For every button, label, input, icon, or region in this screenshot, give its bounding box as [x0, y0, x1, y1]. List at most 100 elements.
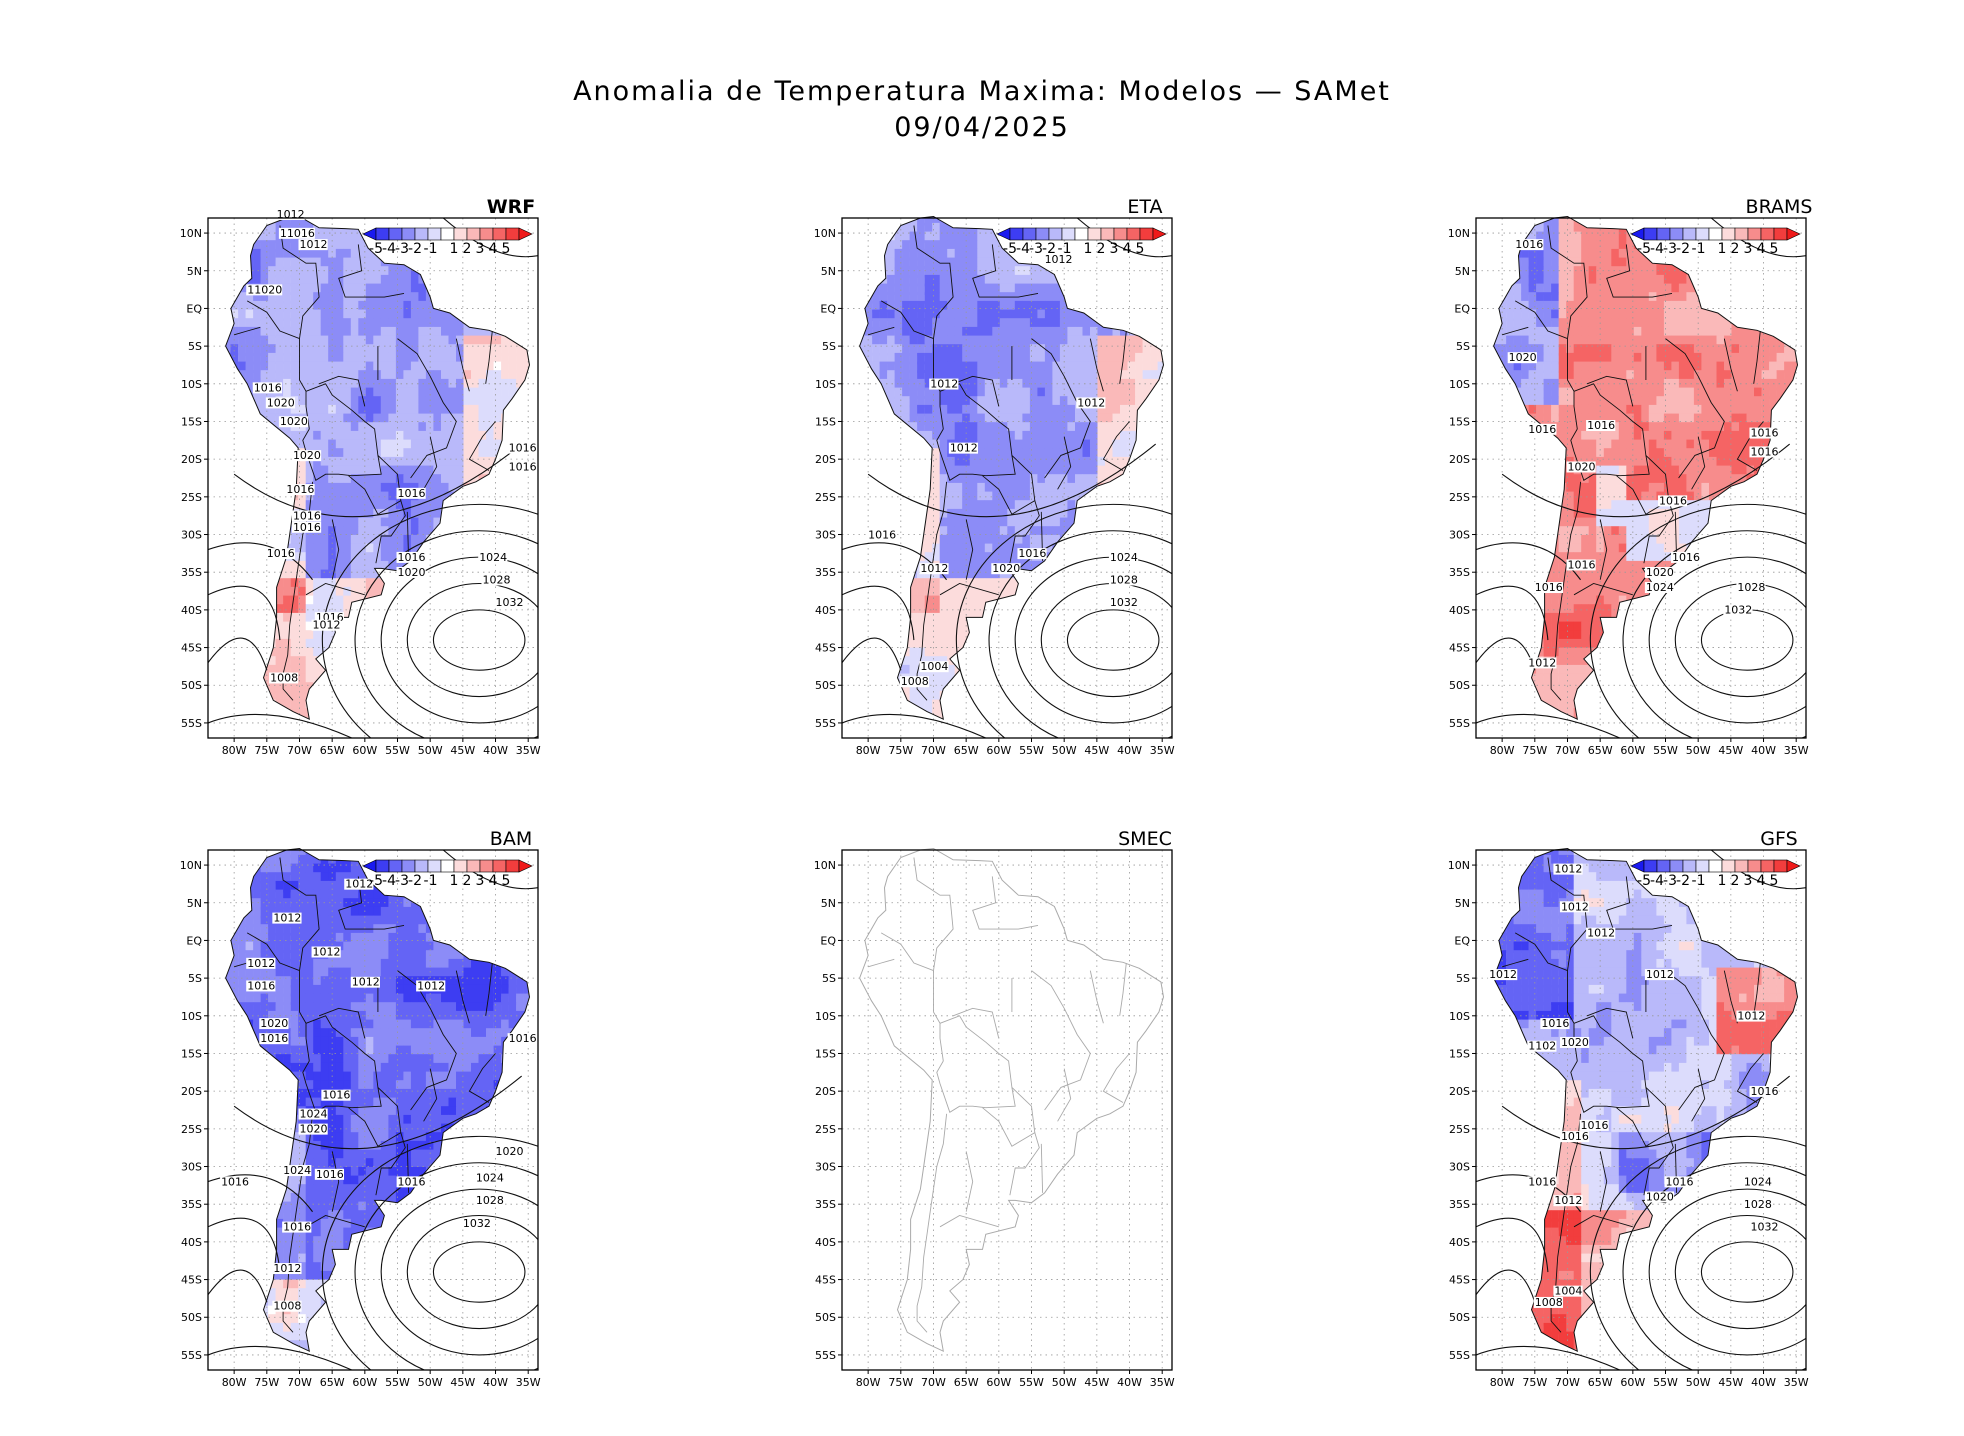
anomaly-cell [1044, 586, 1053, 599]
anomaly-cell [313, 638, 321, 651]
anomaly-cell [850, 622, 858, 633]
anomaly-cell [493, 699, 502, 711]
anomaly-cell [1022, 344, 1031, 356]
anomaly-cell [463, 292, 472, 304]
anomaly-cell [932, 231, 940, 243]
anomaly-cell [253, 430, 261, 443]
anomaly-cell [1075, 309, 1083, 321]
anomaly-cell [932, 300, 940, 313]
anomaly-cell [425, 508, 434, 521]
anomaly-cell [388, 543, 397, 555]
anomaly-cell [373, 378, 382, 391]
anomaly-cell [388, 361, 397, 373]
anomaly-cell [260, 448, 269, 460]
anomaly-cell [962, 508, 970, 521]
anomaly-cell [887, 500, 895, 512]
anomaly-cell [305, 604, 314, 616]
anomaly-cell [230, 413, 239, 425]
anomaly-cell [1150, 326, 1158, 339]
anomaly-cell [350, 500, 359, 512]
anomaly-cell [298, 396, 306, 408]
anomaly-cell [969, 248, 978, 261]
anomaly-cell [268, 240, 276, 252]
anomaly-cell [403, 422, 412, 434]
anomaly-cell [403, 318, 412, 330]
anomaly-cell [208, 691, 216, 702]
anomaly-cell [388, 682, 397, 694]
anomaly-cell [441, 352, 449, 365]
anomaly-cell [850, 630, 858, 641]
anomaly-cell [969, 361, 978, 373]
anomaly-cell [471, 439, 479, 451]
anomaly-cell [969, 335, 978, 347]
anomaly-cell [1150, 300, 1158, 313]
anomaly-cell [449, 726, 457, 737]
anomaly-cell [216, 388, 224, 399]
anomaly-cell [358, 404, 367, 417]
anomaly-cell [859, 508, 865, 521]
anomaly-cell [225, 656, 231, 668]
anomaly-cell [403, 664, 412, 677]
anomaly-cell [486, 664, 494, 677]
anomaly-cell [373, 690, 382, 703]
anomaly-cell [1150, 543, 1158, 555]
anomaly-cell [1105, 344, 1113, 356]
anomaly-cell [471, 413, 479, 425]
anomaly-cell [298, 699, 306, 711]
anomaly-cell [358, 240, 367, 252]
anomaly-cell [872, 578, 880, 590]
anomaly-cell [977, 526, 986, 538]
anomaly-cell [842, 327, 850, 338]
anomaly-cell [395, 396, 404, 408]
anomaly-cell [894, 404, 903, 417]
anomaly-cell [245, 552, 254, 564]
anomaly-cell [478, 274, 487, 287]
anomaly-cell [395, 274, 404, 287]
anomaly-cell [433, 448, 442, 460]
anomaly-cell [1097, 474, 1106, 486]
anomaly-cell [1112, 422, 1121, 434]
anomaly-cell [403, 430, 412, 443]
anomaly-cell [358, 344, 367, 356]
anomaly-cell [516, 361, 524, 373]
anomaly-cell [508, 508, 517, 521]
anomaly-cell [1022, 526, 1031, 538]
anomaly-cell [216, 275, 224, 286]
anomaly-cell [939, 274, 948, 287]
anomaly-cell [859, 560, 865, 573]
anomaly-cell [887, 292, 895, 304]
anomaly-cell [350, 543, 359, 555]
anomaly-cell [947, 240, 955, 252]
anomaly-cell [471, 300, 479, 313]
anomaly-cell [313, 439, 321, 451]
anomaly-cell [350, 422, 359, 434]
anomaly-cell [539, 249, 547, 260]
anomaly-cell [230, 326, 239, 339]
anomaly-cell [924, 266, 933, 278]
anomaly-cell [208, 613, 216, 624]
anomaly-cell [969, 413, 978, 425]
anomaly-cell [493, 508, 502, 521]
anomaly-cell [1142, 413, 1151, 425]
anomaly-cell [939, 248, 948, 261]
anomaly-cell [365, 630, 374, 642]
anomaly-cell [1052, 465, 1061, 477]
anomaly-cell [448, 413, 457, 425]
anomaly-cell [954, 465, 963, 477]
anomaly-cell [947, 491, 955, 503]
anomaly-cell [1029, 448, 1038, 460]
anomaly-cell [343, 292, 352, 304]
anomaly-cell [894, 456, 903, 469]
anomaly-cell [1029, 352, 1038, 365]
anomaly-cell [850, 370, 858, 381]
anomaly-cell [260, 526, 269, 538]
anomaly-cell [283, 664, 291, 677]
anomaly-cell [320, 274, 329, 287]
anomaly-cell [932, 586, 940, 599]
anomaly-cell [992, 569, 1001, 581]
anomaly-cell [433, 578, 442, 590]
anomaly-cell [1135, 482, 1143, 495]
anomaly-cell [909, 344, 918, 356]
anomaly-cell [388, 283, 397, 295]
anomaly-cell [1127, 378, 1136, 391]
